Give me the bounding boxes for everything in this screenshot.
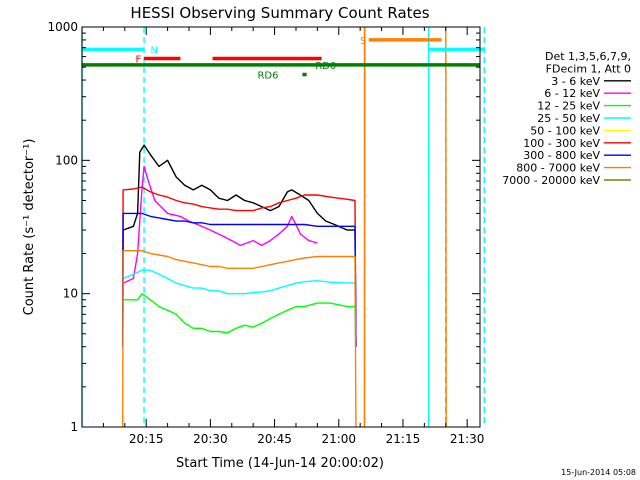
legend-entry-label: 7000 - 20000 keV — [502, 174, 600, 187]
x-tick-label: 20:45 — [257, 432, 292, 446]
x-tick-label: 20:15 — [129, 432, 164, 446]
flag-label: F — [135, 55, 141, 66]
series-line — [122, 186, 357, 347]
x-tick-label: 20:30 — [193, 432, 228, 446]
y-tick-label: 1000 — [47, 20, 78, 34]
legend-entry-label: 300 - 800 keV — [523, 149, 600, 162]
footer-timestamp: 15-Jun-2014 05:08 — [561, 468, 636, 477]
flag-label: S — [360, 36, 366, 47]
flag-label: RD6 — [257, 71, 278, 82]
y-tick-label: 10 — [63, 287, 78, 301]
x-tick-label: 21:30 — [450, 432, 485, 446]
series-line — [122, 212, 357, 347]
series-line — [122, 144, 357, 347]
series-line — [122, 293, 357, 347]
series-line — [122, 269, 357, 347]
legend-entry-label: 800 - 7000 keV — [516, 162, 600, 175]
x-tick-label: 21:15 — [386, 432, 421, 446]
legend-entry-label: 12 - 25 keV — [537, 100, 600, 113]
legend-header: Det 1,3,5,6,7,9, — [545, 50, 631, 63]
legend: Det 1,3,5,6,7,9,FDecim 1, Att 03 - 6 keV… — [502, 50, 631, 187]
plot-frame — [81, 26, 481, 428]
legend-entry-label: 3 - 6 keV — [551, 75, 600, 88]
y-tick-label: 100 — [55, 153, 78, 167]
x-axis-label: Start Time (14-Jun-14 20:00:02) — [176, 456, 384, 471]
series-line — [122, 165, 318, 347]
flag-label: RD0 — [315, 61, 336, 72]
chart-title: HESSI Observing Summary Count Rates — [130, 4, 429, 22]
legend-entry-label: 25 - 50 keV — [537, 112, 600, 125]
y-axis-label: Count Rate (s⁻¹ detector⁻¹) — [22, 139, 37, 316]
axes: 1 10 100 1000 20:15 20:30 20:45 21:00 21:15 21:30 — [47, 20, 484, 446]
series-line — [122, 250, 357, 428]
legend-entry-label: 100 - 300 keV — [523, 137, 600, 150]
legend-entry-label: 6 - 12 keV — [544, 87, 600, 100]
x-tick-label: 21:00 — [321, 432, 356, 446]
flag-annotations: NF S RD0 RD6 — [82, 36, 485, 82]
y-tick-label: 1 — [70, 420, 78, 434]
legend-header: FDecim 1, Att 0 — [546, 62, 631, 75]
plot-area — [81, 26, 485, 428]
legend-entry-label: 50 - 100 keV — [530, 124, 600, 137]
flag-label: N — [150, 45, 157, 56]
